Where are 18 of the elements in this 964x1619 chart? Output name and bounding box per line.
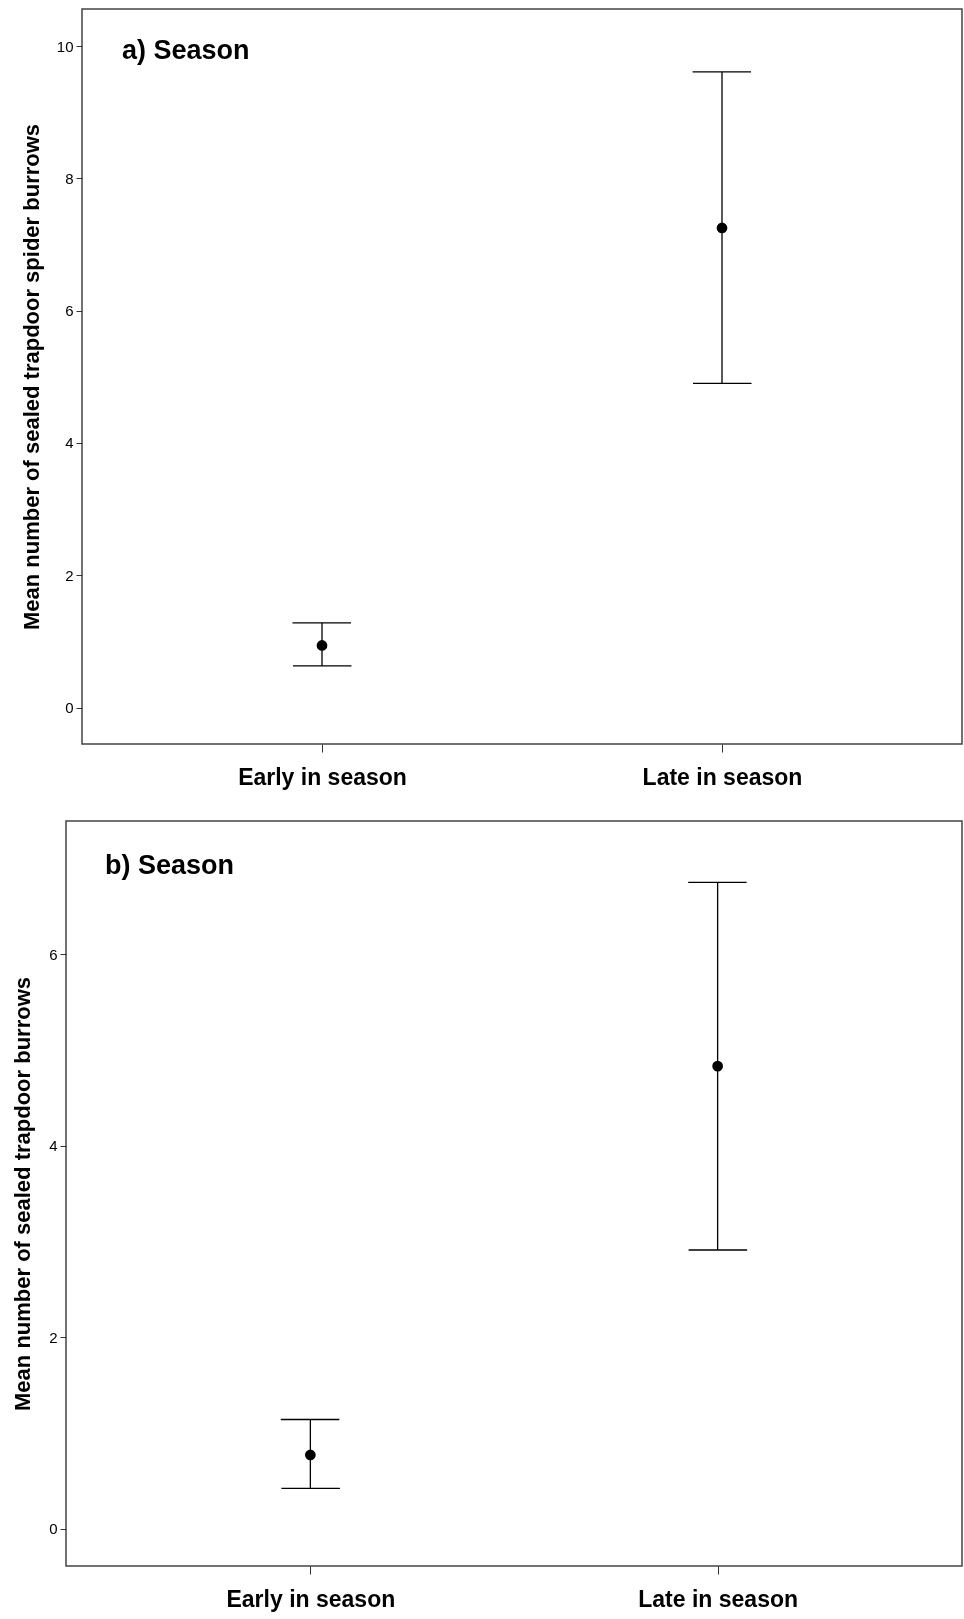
text: a) Season	[122, 35, 250, 65]
y-tick-label: 2	[49, 1328, 58, 1346]
x-tick-label: Early in season	[226, 1585, 396, 1612]
y-tick-label: 8	[65, 169, 74, 187]
y-axis-title: Mean number of sealed trapdoor burrows	[10, 977, 36, 1411]
y-tick-label: 0	[49, 1520, 58, 1538]
text: b) Season	[105, 850, 235, 880]
y-axis-title: Mean number of sealed trapdoor spider burrows	[18, 123, 44, 631]
y-tick-label: 4	[49, 1137, 58, 1155]
y-tick-label: 0	[65, 699, 74, 717]
y-tick-label: 6	[49, 945, 58, 963]
x-tick-label: Early in season	[238, 763, 407, 790]
y-tick-label: 10	[56, 37, 74, 55]
y-tick-label: 4	[65, 434, 74, 452]
x-tick-label: Late in season	[638, 1585, 799, 1612]
x-tick-label: Late in season	[642, 763, 803, 790]
y-tick-label: 2	[65, 566, 74, 584]
y-tick-label: 6	[65, 302, 74, 320]
